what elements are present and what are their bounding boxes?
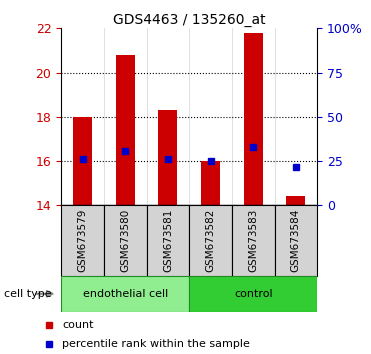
Text: GSM673582: GSM673582: [206, 209, 216, 273]
Bar: [189, 205, 232, 276]
Text: count: count: [62, 320, 94, 330]
Bar: [104, 205, 147, 276]
Bar: [158, 110, 177, 205]
Text: GSM673581: GSM673581: [163, 209, 173, 273]
Bar: [275, 205, 317, 276]
Title: GDS4463 / 135260_at: GDS4463 / 135260_at: [113, 13, 266, 27]
Bar: [189, 276, 317, 312]
Text: GSM673583: GSM673583: [248, 209, 258, 273]
Bar: [244, 33, 263, 205]
Bar: [286, 196, 305, 205]
Text: GSM673584: GSM673584: [291, 209, 301, 273]
Text: cell type: cell type: [4, 289, 51, 299]
Text: GSM673580: GSM673580: [120, 209, 130, 272]
Bar: [232, 205, 275, 276]
Text: endothelial cell: endothelial cell: [83, 289, 168, 299]
Bar: [116, 55, 135, 205]
Bar: [61, 276, 189, 312]
Text: GSM673579: GSM673579: [78, 209, 88, 273]
Bar: [201, 161, 220, 205]
Text: percentile rank within the sample: percentile rank within the sample: [62, 339, 250, 349]
Bar: [61, 205, 104, 276]
Bar: [73, 117, 92, 205]
Bar: [147, 205, 189, 276]
Text: control: control: [234, 289, 273, 299]
